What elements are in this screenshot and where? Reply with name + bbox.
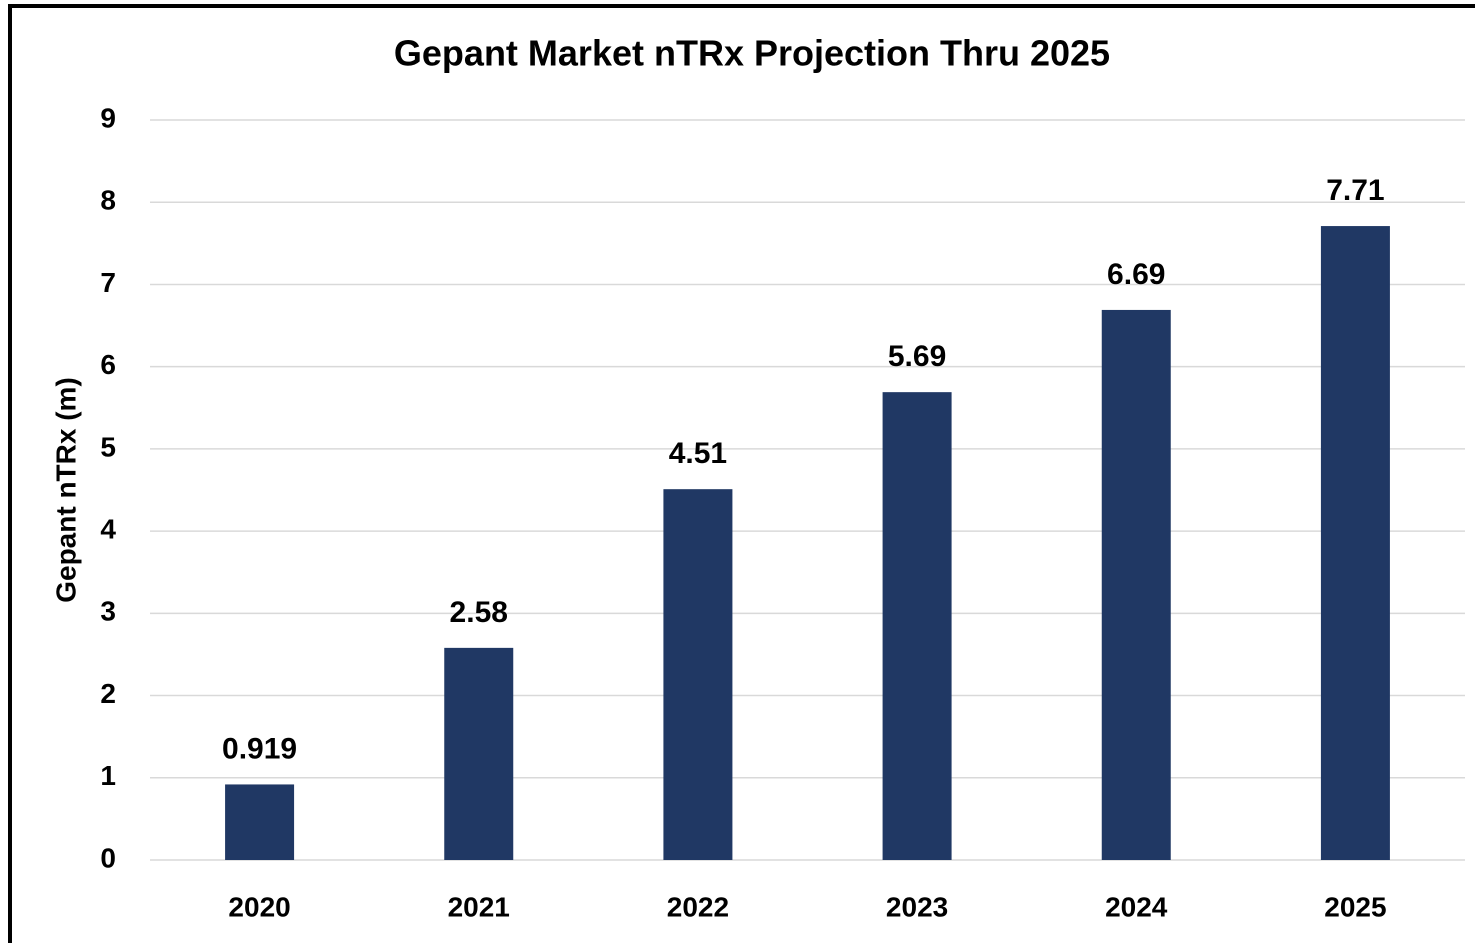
data-label: 2.58 (450, 596, 508, 629)
bar (444, 647, 514, 860)
y-tick-label: 8 (100, 185, 116, 216)
chart-title: Gepant Market nTRx Projection Thru 2025 (394, 33, 1110, 74)
x-tick-label: 2022 (667, 891, 729, 922)
x-tick-label: 2020 (228, 891, 290, 922)
x-tick-label: 2024 (1105, 891, 1168, 922)
x-tick-label: 2023 (886, 891, 948, 922)
data-label: 0.919 (222, 732, 297, 765)
y-tick-label: 4 (100, 514, 116, 545)
y-tick-label: 3 (100, 596, 116, 627)
x-tick-label: 2025 (1324, 891, 1386, 922)
bar (225, 784, 295, 860)
y-tick-label: 7 (100, 267, 116, 298)
chart-border (8, 4, 1475, 943)
bar (1320, 226, 1390, 861)
y-axis-title: Gepant nTRx (m) (50, 377, 81, 603)
data-label: 5.69 (888, 340, 946, 373)
data-label: 6.69 (1107, 258, 1165, 291)
data-label: 4.51 (669, 437, 727, 470)
y-tick-label: 1 (100, 760, 116, 791)
y-tick-label: 0 (100, 842, 116, 873)
y-tick-label: 9 (100, 102, 116, 133)
x-tick-label: 2021 (448, 891, 510, 922)
bar (663, 489, 733, 860)
bar (1101, 309, 1171, 860)
y-tick-label: 2 (100, 678, 116, 709)
data-label: 7.71 (1326, 174, 1384, 207)
y-tick-label: 6 (100, 349, 116, 380)
bar (882, 392, 952, 860)
y-tick-label: 5 (100, 431, 116, 462)
